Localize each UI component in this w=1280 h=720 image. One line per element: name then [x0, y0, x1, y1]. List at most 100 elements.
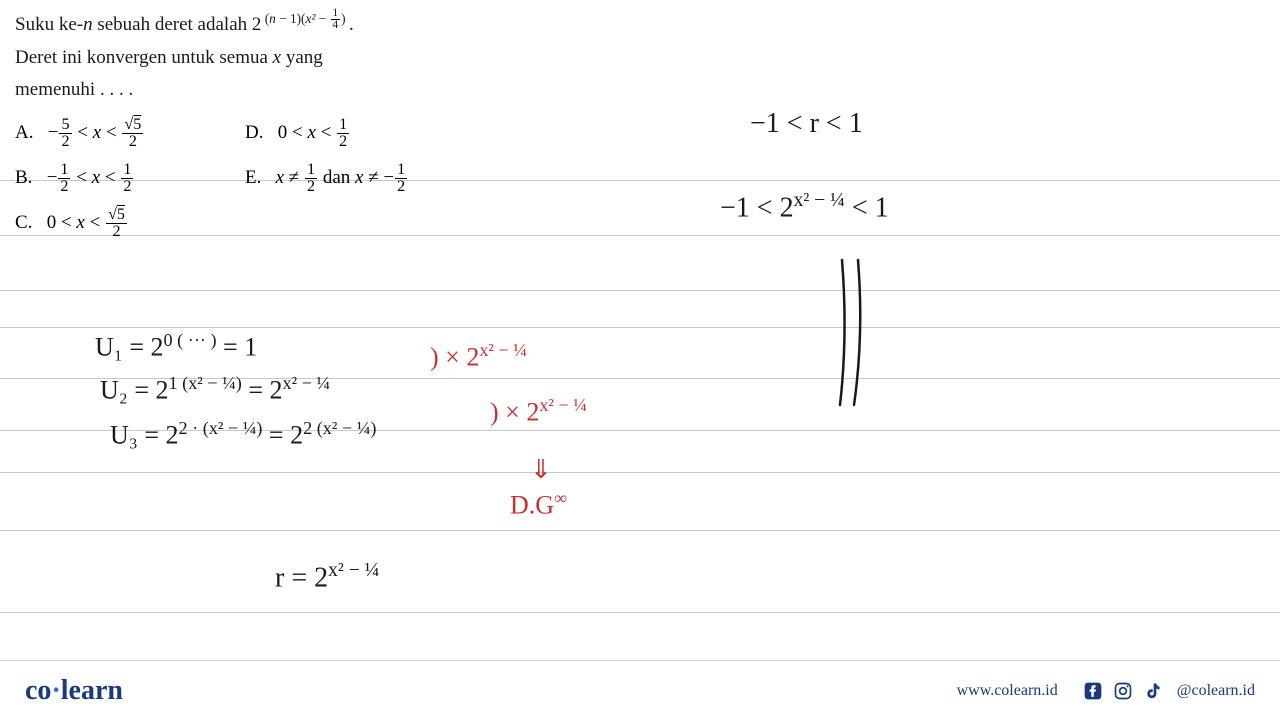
- text: yang: [281, 47, 323, 68]
- exp: x² − ¼: [794, 190, 845, 211]
- t: = 2: [262, 421, 303, 450]
- num: 1: [395, 162, 407, 179]
- option-e: E. x ≠ 12 dan x ≠ −12: [245, 162, 435, 195]
- lt: <: [71, 167, 91, 188]
- neg: −: [47, 167, 58, 188]
- exp: − 1)(: [276, 11, 306, 26]
- text: Suku ke-: [15, 14, 83, 35]
- e: x² − ¼: [328, 560, 379, 581]
- t: ) × 2: [430, 343, 479, 372]
- label: B.: [15, 167, 32, 188]
- hw-convergence: −1 < r < 1: [750, 108, 863, 140]
- option-b: B. −12 < x < 12: [15, 162, 245, 195]
- footer-bar: co·learn www.colearn.id @colearn.id: [0, 660, 1280, 720]
- num: 1: [121, 162, 133, 179]
- lt: <: [287, 122, 307, 143]
- num: 1: [58, 162, 70, 179]
- label: A.: [15, 122, 33, 143]
- den: 4: [331, 20, 341, 31]
- zero: 0: [47, 212, 57, 233]
- den: 2: [395, 179, 407, 195]
- brand-logo: co·learn: [25, 675, 123, 707]
- t: U₃ = 2: [110, 421, 179, 450]
- hw-mult1: ) × 2x² − ¼: [430, 340, 527, 373]
- lt: <: [85, 212, 105, 233]
- hw-mult2: ) × 2x² − ¼: [490, 395, 587, 428]
- hw-u2: U₂ = 21 (x² − ¼) = 2x² − ¼: [100, 373, 330, 406]
- den: 2: [58, 179, 70, 195]
- den: 2: [121, 179, 133, 195]
- options-grid: A. −52 < x < √52 D. 0 < x < 12 B. −12 < …: [15, 117, 445, 241]
- hw-dginf: D.G∞: [510, 488, 567, 521]
- var-n: n: [83, 14, 93, 35]
- hw-arrow: ⇓: [530, 455, 552, 485]
- x: x: [76, 212, 84, 233]
- num: 1: [337, 117, 349, 134]
- socials: www.colearn.id @colearn.id: [957, 681, 1255, 701]
- problem-line3: memenuhi . . . .: [15, 76, 445, 105]
- var-x: x: [273, 47, 281, 68]
- exp: x²: [305, 11, 315, 26]
- label: C.: [15, 212, 32, 233]
- e: ∞: [554, 488, 567, 508]
- den: 2: [106, 224, 127, 240]
- exp: −: [315, 11, 329, 26]
- e: x² − ¼: [479, 340, 527, 360]
- zero: 0: [278, 122, 288, 143]
- neg: −: [48, 122, 59, 143]
- t: U₂ = 2: [100, 376, 169, 405]
- dan: dan: [318, 167, 355, 188]
- hw-inequality: −1 < 2x² − ¼ < 1: [720, 190, 889, 224]
- text: −1 < 2: [720, 192, 794, 223]
- label: D.: [245, 122, 263, 143]
- option-a: A. −52 < x < √52: [15, 117, 245, 150]
- den: 2: [337, 134, 349, 150]
- sqrt: 5: [133, 117, 141, 133]
- ne: ≠: [284, 167, 304, 188]
- problem-line1: Suku ke-n sebuah deret adalah 2 (n − 1)(…: [15, 8, 445, 40]
- label: E.: [245, 167, 261, 188]
- logo-part-b: learn: [61, 675, 123, 706]
- exp: ): [341, 11, 345, 26]
- e: 1 (x² − ¼): [169, 373, 242, 393]
- hw-u1: U₁ = 20 ( ··· ) = 1: [95, 330, 257, 363]
- lt: <: [56, 212, 76, 233]
- num: 1: [305, 162, 317, 179]
- t: = 2: [242, 376, 283, 405]
- den: 2: [122, 134, 143, 150]
- exp: n: [269, 11, 276, 26]
- double-stroke-icon: [830, 255, 880, 415]
- problem-statement: Suku ke-n sebuah deret adalah 2 (n − 1)(…: [15, 8, 445, 241]
- hw-u3: U₃ = 22 · (x² − ¼) = 22 (x² − ¼): [110, 418, 376, 451]
- hw-ratio: r = 2x² − ¼: [275, 560, 379, 594]
- lt: <: [73, 122, 93, 143]
- e: 2 (x² − ¼): [303, 418, 376, 438]
- den: 2: [59, 134, 71, 150]
- text: < 1: [845, 192, 889, 223]
- logo-part-a: co: [25, 675, 51, 706]
- lt: <: [101, 122, 121, 143]
- option-c: C. 0 < x < √52: [15, 207, 245, 240]
- e: x² − ¼: [282, 373, 330, 393]
- x: x: [276, 167, 284, 188]
- t: ) × 2: [490, 398, 539, 427]
- lt: <: [316, 122, 336, 143]
- e: 2 · (x² − ¼): [179, 418, 263, 438]
- instagram-icon: [1113, 681, 1133, 701]
- e: 0 ( ··· ): [164, 330, 217, 350]
- text: sebuah deret adalah 2: [93, 14, 262, 35]
- x: x: [92, 167, 100, 188]
- footer-url: www.colearn.id: [957, 682, 1058, 700]
- den: 2: [305, 179, 317, 195]
- text: .: [349, 14, 354, 35]
- t: D.G: [510, 491, 554, 520]
- text: Deret ini konvergen untuk semua: [15, 47, 273, 68]
- num: 5: [59, 117, 71, 134]
- tiktok-icon: [1143, 681, 1163, 701]
- option-d: D. 0 < x < 12: [245, 117, 435, 150]
- e: x² − ¼: [539, 395, 587, 415]
- t: U₁ = 2: [95, 333, 164, 362]
- footer-handle: @colearn.id: [1177, 682, 1255, 700]
- t: = 1: [217, 333, 258, 362]
- t: r = 2: [275, 562, 328, 593]
